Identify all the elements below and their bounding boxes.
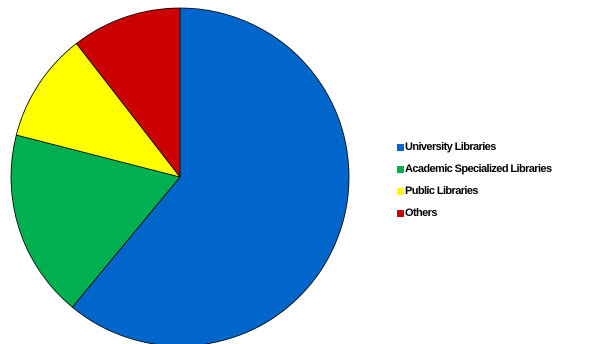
legend-item: Others [397, 202, 595, 224]
legend-swatch [397, 165, 404, 173]
legend-label: Others [405, 207, 437, 219]
legend-label: Public Libraries [405, 185, 479, 197]
pie-slice-others [76, 7, 181, 178]
legend-item: Public Libraries [397, 180, 595, 202]
chart-legend: University Libraries Academic Specialized… [397, 136, 595, 224]
legend-swatch [397, 209, 404, 217]
pie-slice-academic-specialized-libraries [10, 134, 181, 308]
legend-swatch [397, 187, 404, 195]
legend-item: University Libraries [397, 136, 595, 158]
pie-slice-public-libraries [15, 43, 181, 178]
legend-label: University Libraries [405, 141, 496, 153]
legend-item: Academic Specialized Libraries [397, 158, 595, 180]
legend-swatch [397, 143, 404, 151]
pie-chart [10, 7, 350, 344]
legend-label: Academic Specialized Libraries [405, 163, 552, 175]
pie-slice-university-libraries [71, 7, 350, 344]
